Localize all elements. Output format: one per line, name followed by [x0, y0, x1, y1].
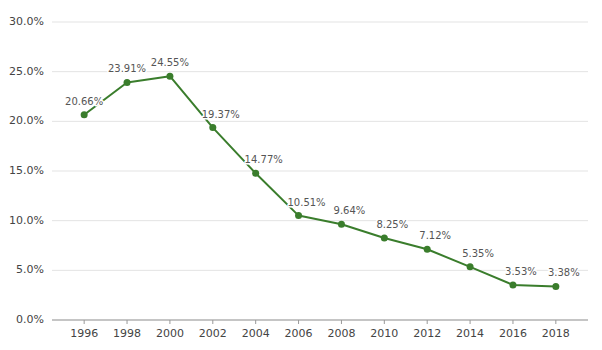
- point: [509, 281, 516, 288]
- data-label: 23.91%: [108, 63, 146, 74]
- x-tick: [84, 320, 85, 324]
- point: [467, 263, 474, 270]
- chart-container: 0.0%5.0%10.0%15.0%20.0%25.0%30.0%1996199…: [0, 0, 602, 350]
- point: [381, 235, 388, 242]
- x-tick: [127, 320, 128, 324]
- y-tick-label: 5.0%: [16, 263, 44, 276]
- x-tick-label: 2014: [456, 327, 484, 340]
- data-label: 3.38%: [548, 267, 580, 278]
- data-labels: 20.66% 23.91% 24.55% 19.37% 14.77% 10.51% 9.64…: [65, 57, 580, 278]
- x-tick-label: 2016: [499, 327, 527, 340]
- y-tick-label: 30.0%: [9, 15, 44, 28]
- x-tick-label: 1998: [113, 327, 141, 340]
- series: [81, 73, 560, 290]
- x-tick-label: 2012: [413, 327, 441, 340]
- grid-line: [52, 121, 588, 122]
- x-tick: [169, 320, 170, 324]
- point: [338, 221, 345, 228]
- data-label: 9.64%: [334, 205, 366, 216]
- y-tick-label: 25.0%: [9, 65, 44, 78]
- grid-line: [52, 171, 588, 172]
- chart: 0.0%5.0%10.0%15.0%20.0%25.0%30.0%1996199…: [0, 0, 602, 350]
- y-tick-label: 20.0%: [9, 114, 44, 127]
- point: [295, 212, 302, 219]
- y-tick-label: 0.0%: [16, 313, 44, 326]
- grid-line: [52, 22, 588, 23]
- grid-line: [52, 320, 588, 321]
- data-label: 8.25%: [376, 219, 408, 230]
- data-label: 5.35%: [462, 248, 494, 259]
- data-label: 14.77%: [245, 154, 283, 165]
- x-tick-label: 2000: [156, 327, 184, 340]
- point: [124, 79, 131, 86]
- x-tick: [212, 320, 213, 324]
- point: [166, 73, 173, 80]
- data-label: 10.51%: [287, 197, 325, 208]
- x-tick-label: 2018: [542, 327, 570, 340]
- x-tick-label: 2008: [327, 327, 355, 340]
- line: [84, 76, 556, 286]
- x-tick: [298, 320, 299, 324]
- point: [424, 246, 431, 253]
- y-grid: [52, 22, 588, 320]
- x-tick: [555, 320, 556, 324]
- data-label: 19.37%: [202, 109, 240, 120]
- data-label: 20.66%: [65, 96, 103, 107]
- data-label: 7.12%: [419, 230, 451, 241]
- x-axis: 1996 1998 2000 2002 2004 2006 2008 2010 2012 2014…: [52, 320, 588, 340]
- point: [209, 124, 216, 131]
- x-tick: [384, 320, 385, 324]
- point: [252, 170, 259, 177]
- x-tick-label: 2004: [242, 327, 270, 340]
- x-tick-label: 1996: [70, 327, 98, 340]
- x-tick-label: 2006: [285, 327, 313, 340]
- y-axis: 0.0% 5.0% 10.0% 15.0% 20.0% 25.0% 30.0%: [9, 15, 44, 326]
- data-label: 3.53%: [505, 266, 537, 277]
- point: [552, 283, 559, 290]
- x-axis-line: [52, 320, 588, 321]
- x-tick-label: 2002: [199, 327, 227, 340]
- y-tick-label: 15.0%: [9, 164, 44, 177]
- x-tick-label: 2010: [370, 327, 398, 340]
- point: [81, 111, 88, 118]
- x-tick: [255, 320, 256, 324]
- x-tick: [341, 320, 342, 324]
- data-label: 24.55%: [151, 57, 189, 68]
- x-tick: [512, 320, 513, 324]
- x-tick: [427, 320, 428, 324]
- x-tick: [470, 320, 471, 324]
- y-tick-label: 10.0%: [9, 214, 44, 227]
